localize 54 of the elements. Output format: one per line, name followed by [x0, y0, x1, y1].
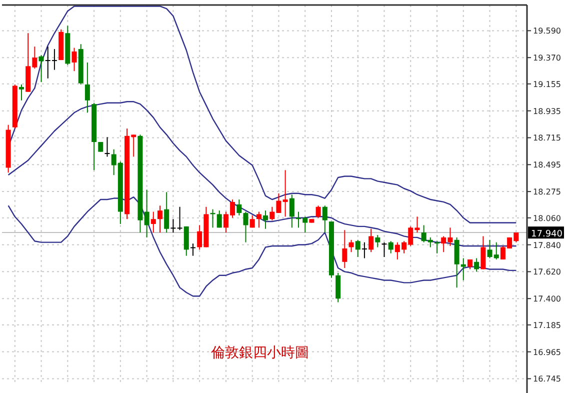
y-tick-label: 16.745	[533, 374, 561, 384]
candlestick	[104, 136, 110, 158]
y-tick-label: 17.620	[533, 268, 561, 277]
y-tick-label: 19.590	[533, 26, 561, 36]
candlestick	[38, 54, 44, 83]
candlestick	[336, 272, 341, 303]
y-tick-label: 18.715	[533, 134, 561, 143]
candlestick	[460, 258, 466, 281]
candlestick	[362, 242, 367, 259]
candlestick	[322, 205, 328, 234]
candlestick	[256, 211, 262, 228]
candlestick	[289, 194, 294, 228]
candlestick	[164, 192, 170, 234]
y-tick-label: 19.155	[533, 80, 561, 89]
candlestick	[170, 218, 176, 234]
text: 倫敦銀四小時圖	[210, 345, 309, 361]
candlestick	[216, 210, 222, 228]
candlestick	[342, 230, 348, 269]
candlestick	[375, 234, 380, 248]
candlestick	[480, 236, 486, 270]
candlestick	[282, 170, 288, 218]
candlestick	[84, 62, 90, 114]
candlestick	[72, 47, 77, 72]
candlestick	[263, 210, 268, 230]
line-series	[8, 196, 517, 297]
candlestick	[348, 239, 354, 253]
y-tick-label: 17.400	[533, 294, 561, 304]
candlestick	[144, 189, 150, 238]
candlestick	[98, 142, 104, 152]
y-tick-label: 18.935	[533, 106, 561, 116]
candlestick	[243, 211, 248, 243]
candlestick	[184, 226, 189, 256]
candlestick	[150, 211, 156, 234]
line-series	[8, 101, 517, 247]
candlestick	[157, 205, 162, 234]
y-tick-label: 18.060	[533, 214, 561, 223]
candlestick	[355, 239, 360, 258]
candlestick	[316, 205, 321, 218]
y-tick-label: 17.185	[533, 320, 561, 330]
ref-line-label: 17.940	[531, 230, 563, 240]
y-tick-label: 19.370	[533, 54, 561, 63]
candlestick	[177, 206, 182, 231]
y-tick-label: 18.275	[533, 188, 561, 197]
candlestick	[18, 84, 24, 101]
candlestick	[388, 240, 394, 254]
y-tick-label: 17.840	[533, 240, 561, 250]
y-tick-label: 16.965	[533, 348, 561, 357]
candlestick	[190, 243, 196, 256]
candlestick	[368, 228, 374, 253]
candlestick	[250, 214, 255, 228]
candlestick	[236, 199, 242, 216]
y-tick-label: 18.495	[533, 160, 561, 170]
candlestick	[474, 258, 480, 272]
candlestick	[382, 242, 387, 258]
